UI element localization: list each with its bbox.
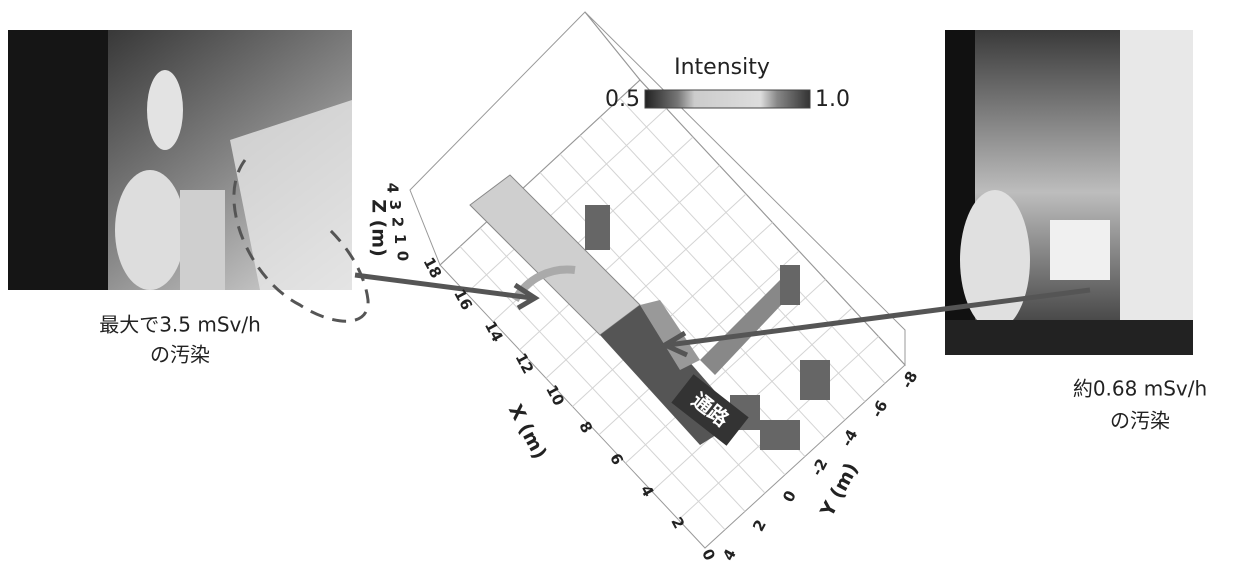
tick-label: -6 [868, 397, 892, 420]
right-caption: 約0.68 mSv/h [1073, 377, 1207, 401]
left-caption: 最大で3.5 mSv/h [99, 313, 261, 337]
tick-label: 2 [389, 217, 407, 227]
tick-label: 4 [637, 482, 658, 500]
tick-label: 14 [481, 318, 507, 345]
x-axis-label: X (m) [504, 401, 551, 463]
tick-label: 18 [420, 254, 446, 281]
right-caption: の汚染 [1110, 409, 1170, 433]
tick-label: 2 [667, 514, 688, 532]
left-caption: の汚染 [150, 343, 210, 367]
figure: 最大で3.5 mSv/h の汚染 約0.68 mSv/h の汚染 通路 Inte… [0, 0, 1234, 565]
colorbar-min: 0.5 [605, 87, 640, 112]
tick-label: 0 [779, 488, 800, 506]
colorbar [645, 90, 810, 108]
colorbar-max: 1.0 [815, 87, 850, 112]
tick-label: 2 [749, 517, 770, 535]
tick-label: 4 [719, 546, 740, 564]
tick-label: -2 [808, 456, 832, 479]
left-photo [8, 30, 352, 290]
tick-label: 0 [394, 251, 412, 261]
tick-label: -4 [838, 427, 862, 450]
tick-label: 3 [386, 200, 404, 210]
tick-label: -8 [898, 368, 922, 391]
tick-label: 12 [512, 350, 538, 377]
tick-label: 0 [698, 546, 719, 564]
tick-label: 6 [606, 450, 627, 468]
tick-label: 8 [575, 418, 596, 436]
tick-label: 10 [542, 382, 568, 409]
tick-label: 1 [391, 234, 409, 244]
colorbar-title: Intensity [674, 55, 770, 80]
tick-label: 4 [384, 183, 402, 193]
